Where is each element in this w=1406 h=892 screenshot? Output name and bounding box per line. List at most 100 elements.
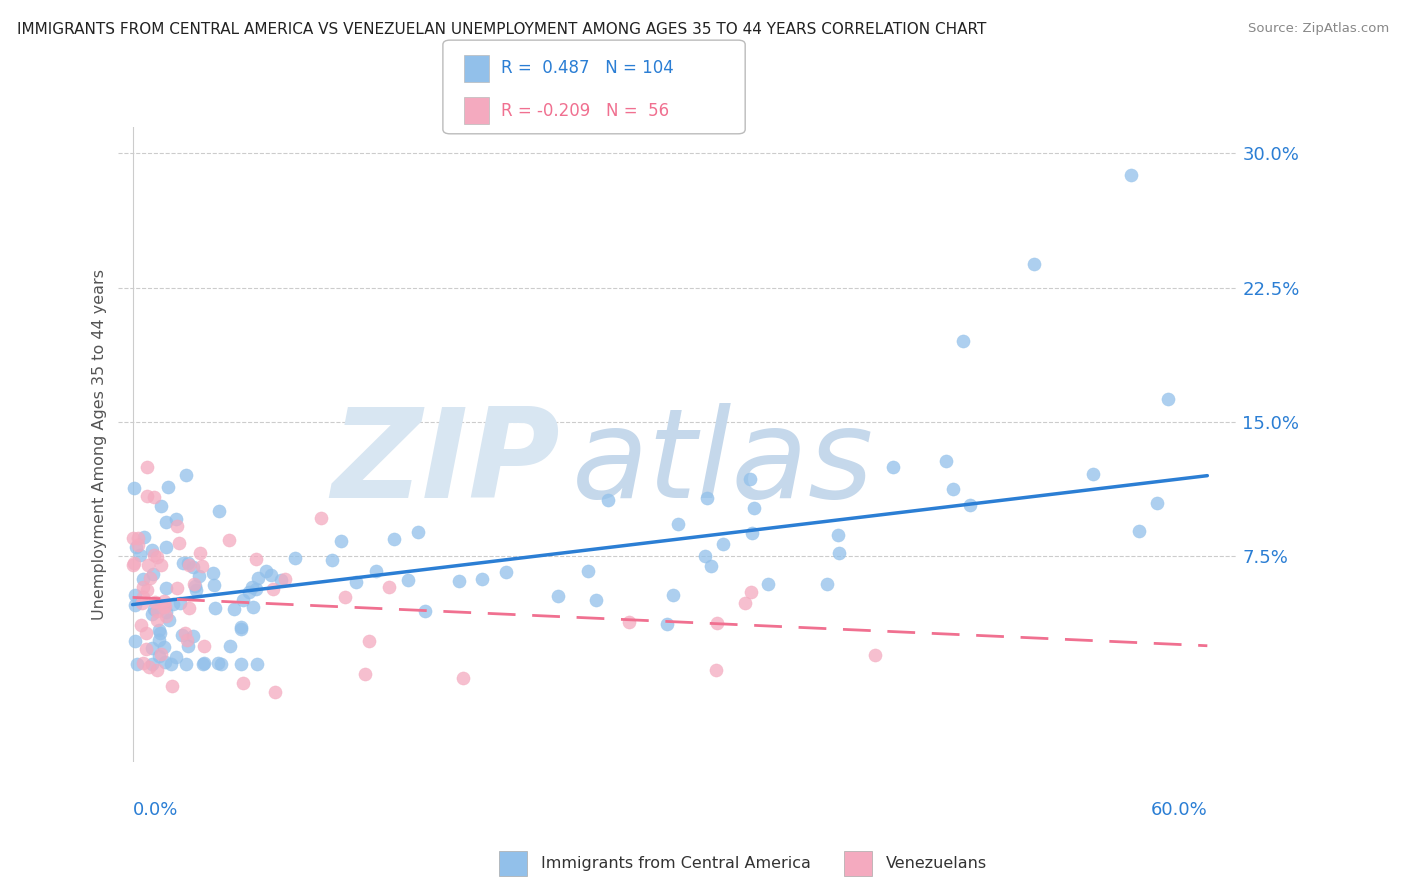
Point — [219, 640, 242, 654]
Point — [378, 581, 401, 595]
Point — [181, 629, 204, 643]
Point — [333, 591, 356, 605]
Point — [169, 596, 191, 610]
Point — [740, 472, 762, 486]
Point — [146, 604, 169, 618]
Point — [935, 454, 957, 468]
Point — [191, 559, 214, 574]
Text: R = -0.209   N =  56: R = -0.209 N = 56 — [501, 102, 669, 120]
Point — [231, 622, 253, 636]
Point — [186, 583, 208, 598]
Point — [165, 650, 187, 665]
Point — [706, 615, 728, 630]
Point — [127, 537, 149, 551]
Point — [149, 558, 172, 573]
Point — [700, 559, 723, 574]
Point — [451, 671, 474, 685]
Point — [952, 334, 974, 349]
Y-axis label: Unemployment Among Ages 35 to 44 years: Unemployment Among Ages 35 to 44 years — [93, 268, 107, 620]
Point — [181, 560, 204, 574]
Point — [160, 679, 183, 693]
Point — [141, 640, 163, 655]
Point — [138, 660, 160, 674]
Point — [155, 609, 177, 624]
Point — [141, 607, 163, 621]
Point — [742, 501, 765, 516]
Text: ZIP: ZIP — [332, 403, 561, 524]
Point — [124, 481, 146, 495]
Point — [155, 582, 177, 596]
Point — [254, 565, 277, 579]
Point — [122, 556, 145, 570]
Point — [143, 595, 166, 609]
Point — [229, 620, 252, 634]
Point — [125, 657, 148, 671]
Point — [1022, 257, 1045, 271]
Point — [170, 628, 193, 642]
Point — [145, 663, 167, 677]
Point — [148, 633, 170, 648]
Point — [382, 532, 405, 546]
Point — [447, 574, 470, 588]
Point — [177, 558, 200, 572]
Point — [142, 490, 165, 504]
Point — [149, 647, 172, 661]
Point — [202, 566, 225, 580]
Point — [827, 528, 849, 542]
Point — [142, 548, 165, 562]
Point — [262, 582, 284, 597]
Point — [174, 468, 197, 483]
Point — [125, 540, 148, 554]
Point — [209, 657, 232, 671]
Point — [662, 588, 685, 602]
Point — [1081, 467, 1104, 482]
Point — [704, 663, 727, 677]
Point — [146, 613, 169, 627]
Point — [156, 480, 179, 494]
Point — [124, 598, 146, 612]
Point — [284, 550, 307, 565]
Point — [165, 512, 187, 526]
Point — [232, 676, 254, 690]
Point — [153, 640, 176, 654]
Point — [578, 565, 600, 579]
Point — [398, 573, 420, 587]
Point — [127, 532, 149, 546]
Point — [188, 569, 211, 583]
Point — [245, 582, 267, 597]
Text: Venezuelans: Venezuelans — [886, 856, 987, 871]
Point — [148, 623, 170, 637]
Point — [143, 602, 166, 616]
Point — [135, 625, 157, 640]
Point — [128, 548, 150, 562]
Point — [135, 459, 157, 474]
Point — [153, 599, 176, 614]
Point — [246, 657, 269, 671]
Point — [408, 524, 430, 539]
Text: IMMIGRANTS FROM CENTRAL AMERICA VS VENEZUELAN UNEMPLOYMENT AMONG AGES 35 TO 44 Y: IMMIGRANTS FROM CENTRAL AMERICA VS VENEZ… — [17, 22, 986, 37]
Point — [309, 511, 332, 525]
Point — [166, 518, 188, 533]
Point — [183, 579, 205, 593]
Point — [121, 531, 143, 545]
Text: 0.0%: 0.0% — [132, 801, 179, 819]
Point — [238, 585, 260, 599]
Point — [183, 576, 205, 591]
Point — [148, 648, 170, 663]
Point — [696, 491, 718, 505]
Text: Source: ZipAtlas.com: Source: ZipAtlas.com — [1249, 22, 1389, 36]
Point — [179, 601, 201, 615]
Point — [1128, 524, 1150, 538]
Point — [1157, 392, 1180, 406]
Point — [711, 537, 734, 551]
Point — [157, 613, 180, 627]
Point — [415, 604, 437, 618]
Point — [131, 596, 153, 610]
Point — [495, 566, 517, 580]
Point — [942, 482, 965, 496]
Point — [242, 599, 264, 614]
Point — [740, 585, 762, 599]
Point — [136, 558, 159, 572]
Point — [596, 493, 619, 508]
Point — [959, 498, 981, 512]
